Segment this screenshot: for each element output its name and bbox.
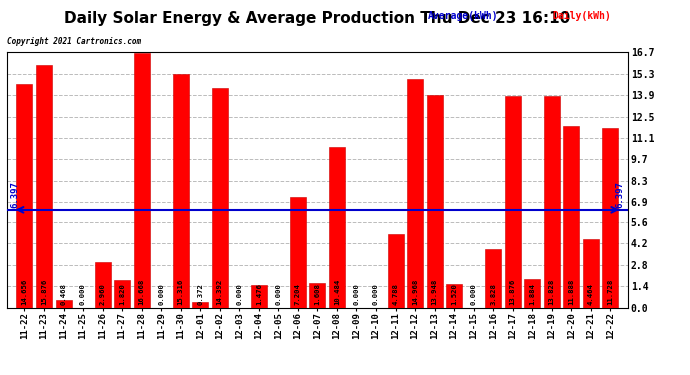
Text: 10.484: 10.484 — [334, 279, 340, 305]
Bar — [426, 94, 442, 308]
Bar — [17, 84, 32, 308]
Text: 0.000: 0.000 — [158, 284, 164, 305]
Text: Average(kWh): Average(kWh) — [428, 11, 498, 21]
Text: 0.000: 0.000 — [353, 284, 359, 305]
Bar — [55, 300, 72, 307]
Bar — [290, 198, 306, 308]
Bar — [329, 147, 345, 308]
Text: 3.828: 3.828 — [490, 284, 496, 305]
Bar — [114, 280, 130, 308]
Text: 4.788: 4.788 — [393, 284, 399, 305]
Text: 0.000: 0.000 — [80, 284, 86, 305]
Bar — [309, 283, 326, 308]
Text: 13.948: 13.948 — [431, 279, 437, 305]
Text: Daily(kWh): Daily(kWh) — [552, 11, 611, 21]
Text: 14.968: 14.968 — [412, 279, 418, 305]
Bar — [250, 285, 267, 308]
Text: 1.608: 1.608 — [315, 284, 320, 305]
Text: 11.728: 11.728 — [607, 279, 613, 305]
Bar — [524, 279, 540, 308]
Bar — [583, 239, 599, 308]
Text: Copyright 2021 Cartronics.com: Copyright 2021 Cartronics.com — [7, 38, 141, 46]
Text: 14.656: 14.656 — [21, 279, 28, 305]
Text: 1.520: 1.520 — [451, 284, 457, 305]
Text: 6.397: 6.397 — [615, 181, 624, 207]
Text: 0.000: 0.000 — [236, 284, 242, 305]
Text: 15.316: 15.316 — [178, 279, 184, 305]
Text: Daily Solar Energy & Average Production Thu Dec 23 16:10: Daily Solar Energy & Average Production … — [64, 11, 571, 26]
Text: 0.000: 0.000 — [471, 284, 477, 305]
Bar — [388, 234, 404, 308]
Bar — [504, 96, 521, 308]
Bar — [95, 262, 110, 308]
Bar — [446, 284, 462, 308]
Text: 14.392: 14.392 — [217, 279, 223, 305]
Text: 1.884: 1.884 — [529, 284, 535, 305]
Text: 11.888: 11.888 — [569, 279, 574, 305]
Bar — [407, 79, 423, 308]
Text: 0.000: 0.000 — [373, 284, 379, 305]
Text: 2.960: 2.960 — [99, 284, 106, 305]
Bar — [602, 128, 618, 308]
Bar — [36, 65, 52, 308]
Bar — [134, 53, 150, 307]
Text: 13.828: 13.828 — [549, 279, 555, 305]
Bar — [563, 126, 580, 308]
Bar — [193, 302, 208, 307]
Bar — [544, 96, 560, 308]
Bar — [212, 88, 228, 308]
Bar — [172, 74, 188, 308]
Text: 7.204: 7.204 — [295, 284, 301, 305]
Text: 0.468: 0.468 — [61, 284, 66, 305]
Text: 6.397: 6.397 — [10, 181, 19, 207]
Text: 13.876: 13.876 — [510, 279, 515, 305]
Text: 4.464: 4.464 — [588, 284, 594, 305]
Text: 0.372: 0.372 — [197, 284, 204, 305]
Text: 1.476: 1.476 — [256, 284, 262, 305]
Text: 1.820: 1.820 — [119, 284, 125, 305]
Text: 15.876: 15.876 — [41, 279, 47, 305]
Text: 16.668: 16.668 — [139, 279, 145, 305]
Bar — [485, 249, 501, 308]
Text: 0.000: 0.000 — [275, 284, 282, 305]
